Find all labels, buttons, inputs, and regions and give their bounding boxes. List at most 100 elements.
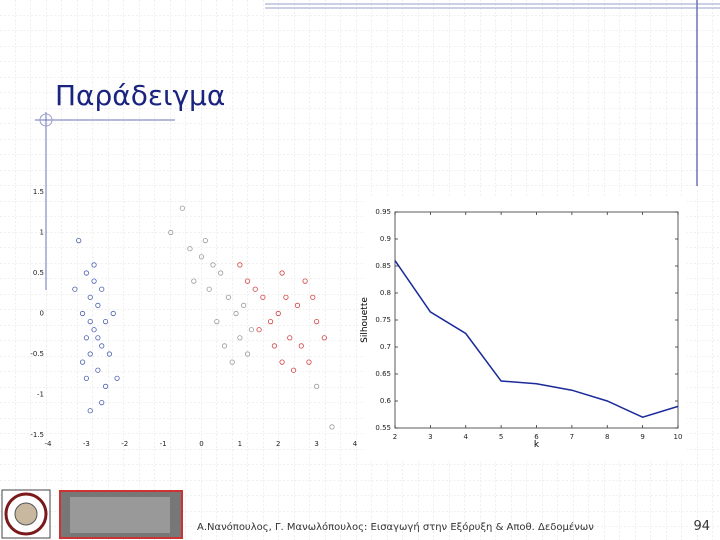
y-axis-label: Silhouette [360, 297, 370, 343]
scatter-point [79, 310, 86, 317]
scatter-point [99, 399, 105, 406]
scatter-point [248, 327, 254, 333]
scatter-point [95, 335, 101, 341]
x-tick-label: 4 [353, 440, 358, 448]
slide-title: Παράδειγμα [55, 79, 225, 112]
scatter-point [202, 238, 208, 244]
scatter-point [102, 318, 109, 325]
x-tick-label: 5 [499, 433, 503, 441]
y-tick-label: -0.5 [30, 350, 44, 358]
x-tick-label: -4 [45, 440, 53, 448]
scatter-point [214, 318, 220, 325]
scatter-point [298, 343, 304, 349]
scatter-point [233, 310, 239, 317]
scatter-point [210, 262, 216, 268]
scatter-point [87, 294, 93, 300]
scatter-point [76, 238, 82, 244]
scatter-point [191, 278, 197, 284]
scatter-point [87, 408, 93, 414]
scatter-point [95, 302, 101, 308]
scatter-point [306, 359, 312, 365]
scatter-point [244, 351, 251, 357]
scatter-point [275, 310, 281, 317]
x-tick-label: 7 [570, 433, 574, 441]
x-tick-label: -2 [121, 440, 128, 448]
footer: Α.Νανόπουλος, Γ. Μανωλόπουλος: Εισαγωγή … [197, 521, 594, 533]
scatter-point [95, 367, 101, 373]
y-tick-label: -1.5 [30, 431, 44, 439]
x-tick-label: 3 [428, 433, 432, 441]
scatter-point [225, 294, 231, 300]
y-tick-label: 0.55 [375, 424, 391, 432]
scatter-point [91, 278, 97, 284]
x-tick-label: 0 [199, 440, 203, 448]
y-tick-label: -1 [37, 391, 44, 399]
scatter-point [221, 343, 228, 349]
scatter-point [256, 327, 262, 333]
x-axis-label: k [534, 440, 540, 450]
x-tick-label: 1 [238, 440, 242, 448]
y-tick-label: 0.6 [380, 397, 392, 405]
x-tick-label: 2 [276, 440, 280, 448]
y-tick-label: 0.95 [375, 208, 391, 216]
scatter-point [168, 229, 174, 236]
scatter-point [294, 302, 301, 308]
scatter-point [198, 254, 205, 260]
scatter-point [206, 286, 212, 292]
y-tick-label: 1.5 [33, 188, 44, 196]
y-tick-label: 0 [40, 310, 44, 318]
scatter-point [314, 383, 320, 389]
x-tick-label: 4 [464, 433, 469, 441]
scatter-point [83, 270, 89, 276]
decoration [35, 0, 720, 290]
scatter-point [244, 278, 251, 284]
scatter-point [102, 383, 109, 389]
scatter-point [87, 351, 93, 357]
x-tick-label: 8 [605, 433, 609, 441]
scatter-point [260, 294, 266, 300]
y-tick-label: 0.5 [33, 269, 44, 277]
scatter-point [237, 335, 243, 341]
scatter-point [329, 424, 335, 430]
y-tick-label: 1 [40, 229, 44, 237]
x-tick-label: 9 [640, 433, 644, 441]
x-tick-label: 2 [393, 433, 397, 441]
scatter-point [218, 270, 224, 276]
scatter-point [267, 318, 274, 325]
scatter-point [252, 286, 258, 292]
scatter-point [83, 335, 89, 341]
scatter-point [302, 278, 308, 284]
logos [1, 489, 183, 539]
line-series [394, 260, 679, 419]
scatter-point [229, 359, 235, 365]
x-tick-label: 3 [314, 440, 318, 448]
x-tick-label: 10 [674, 433, 683, 441]
scatter-point [314, 318, 320, 325]
y-tick-label: 0.9 [380, 235, 391, 243]
scatter-point [279, 359, 285, 365]
scatter-point [79, 359, 86, 365]
scatter-point [99, 343, 105, 349]
y-tick-label: 0.75 [375, 316, 391, 324]
scatter-point [110, 310, 116, 317]
x-tick-label: 6 [534, 433, 539, 441]
scatter-point [310, 294, 316, 300]
scatter-point [279, 270, 285, 276]
scatter-point [179, 205, 185, 211]
scatter-point [83, 375, 89, 381]
scatter-point [87, 318, 93, 325]
y-tick-label: 0.85 [375, 262, 391, 270]
scatter-point [237, 262, 243, 268]
y-tick-label: 0.7 [380, 343, 391, 351]
scatter-point [287, 335, 293, 341]
scatter-point [283, 294, 289, 300]
scatter-point [241, 302, 247, 308]
scatter-point [290, 367, 297, 373]
y-tick-label: 0.8 [380, 289, 391, 297]
chart-panel [365, 198, 687, 460]
scatter-point [106, 351, 113, 357]
scatter-point [321, 335, 327, 341]
scatter-point [187, 246, 193, 252]
x-tick-label: -3 [83, 440, 90, 448]
